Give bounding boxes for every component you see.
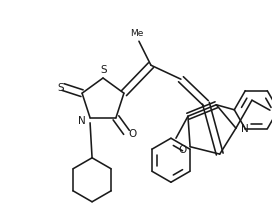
Text: N: N [78,116,86,126]
Text: O: O [178,145,186,155]
Text: S: S [101,65,107,75]
Text: O: O [128,129,137,139]
Text: Me: Me [130,29,144,38]
Text: S: S [58,83,64,93]
Text: N: N [241,124,249,134]
